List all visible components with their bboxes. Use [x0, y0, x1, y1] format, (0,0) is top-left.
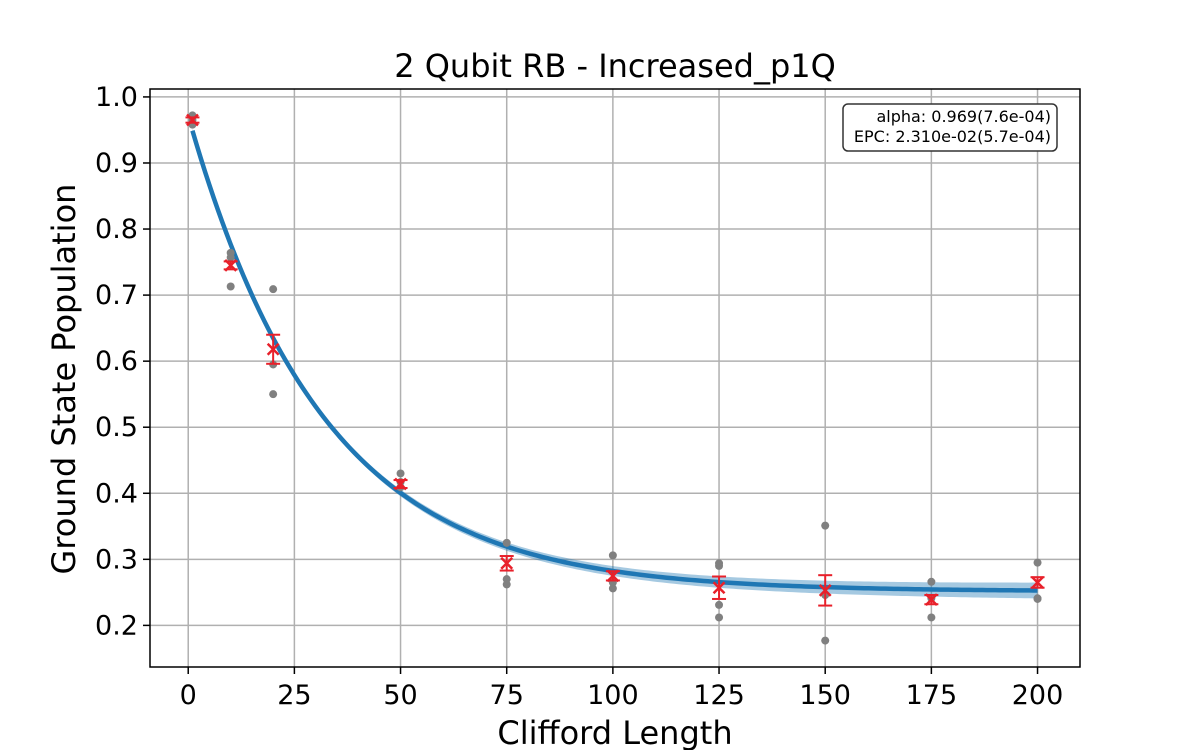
y-tick-label: 0.8: [95, 214, 138, 245]
fit-confidence-band: [192, 128, 1038, 599]
mean-marker-stroke: [186, 113, 199, 127]
mean-marker-stroke: [500, 556, 514, 570]
y-tick-label: 0.5: [95, 412, 138, 443]
mean-marker-stroke: [712, 581, 726, 595]
sample-point: [927, 613, 936, 622]
sample-point: [715, 561, 724, 570]
mean-marker-stroke: [924, 593, 938, 607]
x-tick-label: 200: [1012, 680, 1064, 711]
mean-point: [223, 258, 238, 272]
sample-point: [226, 282, 235, 291]
sample-point: [502, 580, 511, 589]
y-axis-title: Ground State Population: [45, 184, 83, 575]
sample-point: [608, 551, 617, 560]
x-tick-label: 125: [693, 680, 745, 711]
y-tick-label: 0.3: [95, 544, 138, 575]
mean-marker-stroke: [394, 477, 407, 491]
mean-marker-stroke: [266, 342, 280, 356]
x-axis-title: Clifford Length: [497, 714, 732, 750]
mean-marker-stroke: [224, 258, 238, 272]
y-axis-ticks: 0.2 0.3 0.4 0.5 0.6 0.7 0.8 0.9 1.0: [95, 82, 150, 641]
annotation-epc: EPC: 2.310e-02(5.7e-04): [854, 127, 1051, 146]
sample-point: [608, 584, 617, 593]
sample-point: [226, 253, 235, 262]
mean-marker-stroke: [1031, 576, 1044, 589]
chart-title: 2 Qubit RB - Increased_p1Q: [394, 47, 836, 85]
plot-frame: [149, 88, 1081, 668]
sample-point: [821, 521, 830, 530]
x-tick-label: 75: [490, 680, 524, 711]
fit-annotation-box: alpha: 0.969(7.6e-04) EPC: 2.310e-02(5.7…: [842, 103, 1058, 152]
x-tick-label: 25: [277, 680, 311, 711]
y-tick-label: 0.7: [95, 280, 138, 311]
x-tick-label: 100: [587, 680, 639, 711]
sample-point: [927, 577, 936, 586]
annotation-alpha: alpha: 0.969(7.6e-04): [876, 107, 1051, 126]
sample-points: [188, 111, 1042, 645]
sample-point: [715, 600, 724, 609]
sample-point: [396, 469, 405, 478]
mean-point: [818, 574, 833, 607]
annotation-frame: [842, 103, 1058, 152]
x-tick-label: 175: [906, 680, 958, 711]
x-axis-ticks: 0 25 50 75 100 125 150 175 200: [180, 667, 1064, 711]
mean-markers: [185, 113, 1045, 607]
mean-point: [605, 569, 620, 583]
x-tick-label: 150: [799, 680, 851, 711]
grid-lines: [150, 89, 1080, 667]
y-tick-label: 0.4: [95, 478, 138, 509]
sample-point: [269, 285, 278, 294]
mean-point: [499, 555, 514, 572]
y-tick-label: 0.2: [95, 610, 138, 641]
y-tick-label: 1.0: [95, 82, 138, 113]
sample-point: [715, 613, 724, 622]
mean-marker-stroke: [818, 583, 832, 597]
sample-point: [1033, 594, 1042, 603]
sample-point: [1033, 558, 1042, 567]
mean-point: [712, 575, 727, 600]
sample-point: [821, 636, 830, 645]
mean-point: [924, 593, 939, 607]
mean-point: [185, 113, 200, 127]
sample-point: [269, 390, 278, 399]
y-tick-label: 0.6: [95, 346, 138, 377]
confidence-band-area: [192, 128, 1038, 599]
sample-point: [502, 538, 511, 547]
x-tick-label: 0: [180, 680, 197, 711]
mean-point: [266, 333, 281, 365]
mean-point: [393, 477, 408, 491]
mean-marker-stroke: [606, 569, 620, 583]
mean-point: [1030, 576, 1045, 589]
x-tick-label: 50: [383, 680, 417, 711]
y-tick-label: 0.9: [95, 148, 138, 179]
